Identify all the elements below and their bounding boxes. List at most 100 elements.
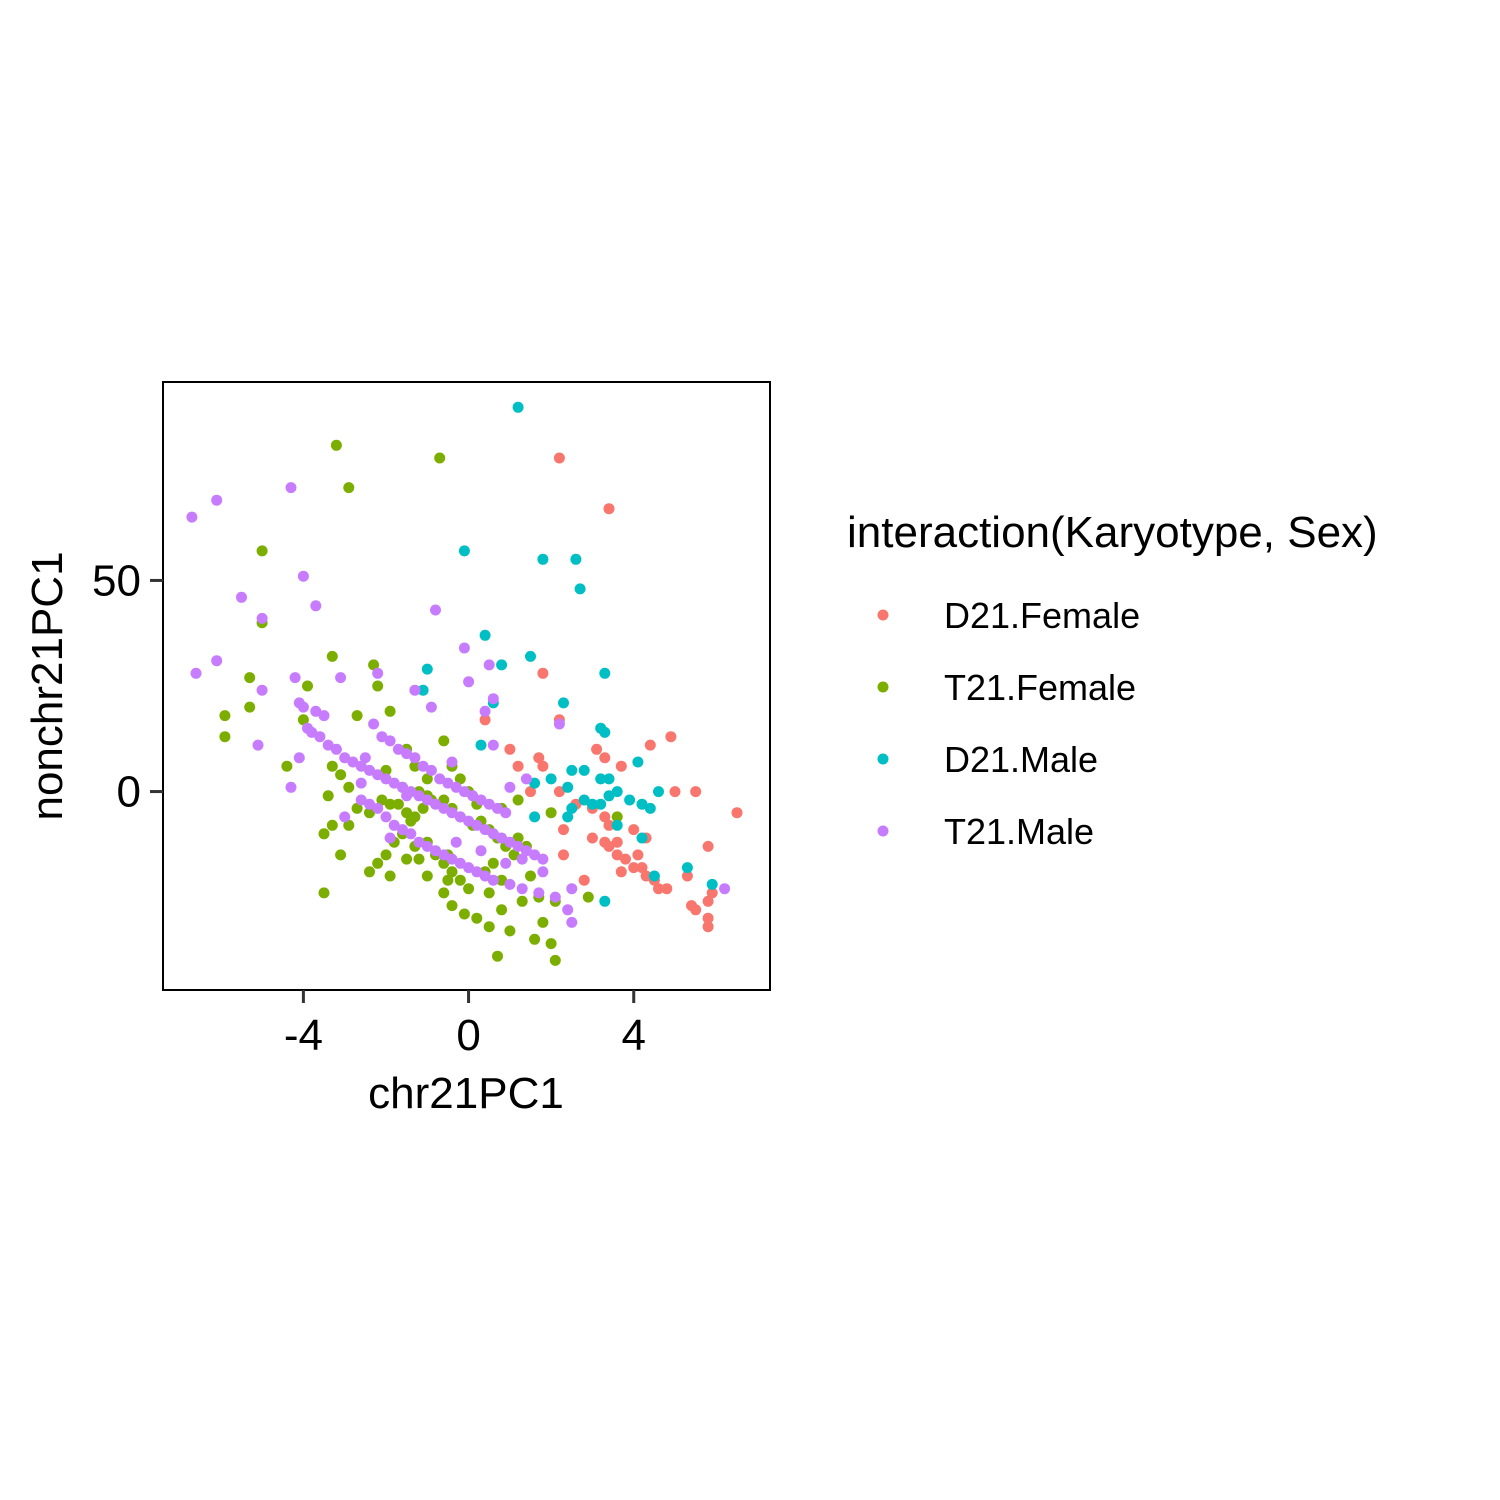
point-d21-male-35 [636, 832, 648, 844]
point-t21-female-67 [483, 887, 495, 899]
point-t21-female-47 [421, 773, 433, 785]
point-t21-male-113 [719, 883, 731, 895]
point-d21-male-22 [595, 773, 607, 785]
points-layer [186, 401, 743, 966]
point-t21-male-84 [438, 849, 450, 861]
point-t21-male-90 [487, 874, 499, 886]
point-d21-male-12 [417, 684, 429, 696]
legend-label-d21-female: D21.Female [944, 595, 1140, 636]
series-d21-male [417, 401, 718, 907]
point-d21-male-25 [578, 794, 590, 806]
point-t21-female-75 [549, 954, 561, 966]
point-t21-male-39 [397, 781, 408, 793]
point-t21-female-5 [219, 710, 231, 722]
point-d21-female-48 [558, 849, 569, 861]
point-t21-male-53 [512, 840, 524, 852]
point-t21-male-100 [293, 752, 305, 764]
point-d21-male-33 [653, 786, 664, 798]
point-t21-male-67 [450, 781, 462, 793]
point-t21-female-29 [401, 807, 413, 819]
point-t21-male-55 [529, 849, 541, 861]
point-d21-male-28 [566, 802, 578, 814]
point-t21-female-19 [409, 760, 421, 772]
point-t21-male-95 [562, 904, 574, 916]
point-d21-female-31 [632, 849, 644, 861]
point-t21-female-11 [326, 650, 338, 662]
point-t21-male-22 [487, 739, 499, 751]
point-t21-male-21 [479, 705, 491, 717]
point-t21-male-3 [297, 570, 309, 582]
point-t21-male-86 [454, 857, 466, 869]
point-d21-male-34 [611, 819, 623, 831]
point-t21-male-48 [471, 819, 483, 831]
point-t21-female-24 [351, 802, 363, 814]
point-t21-female-69 [504, 925, 516, 937]
point-d21-male-40 [562, 811, 574, 823]
point-t21-male-52 [504, 836, 516, 848]
legend-key-d21-female [877, 609, 889, 621]
point-t21-female-3 [256, 545, 268, 557]
point-d21-female-39 [661, 883, 673, 895]
point-t21-female-74 [545, 938, 557, 950]
point-t21-male-61 [401, 748, 413, 760]
point-d21-female-42 [686, 900, 697, 912]
point-d21-female-17 [553, 786, 565, 798]
point-t21-male-24 [297, 701, 309, 713]
point-t21-male-14 [372, 667, 384, 679]
point-t21-male-18 [463, 676, 475, 688]
point-d21-female-28 [603, 840, 615, 852]
point-d21-female-1 [603, 503, 615, 515]
point-t21-male-112 [446, 756, 458, 768]
point-t21-female-58 [446, 866, 458, 878]
point-t21-male-42 [421, 794, 433, 806]
point-d21-male-8 [496, 659, 508, 671]
point-t21-male-99 [339, 811, 351, 823]
point-d21-male-17 [578, 764, 590, 776]
point-t21-male-91 [504, 878, 516, 890]
point-t21-male-74 [355, 794, 367, 806]
point-d21-female-10 [599, 752, 611, 764]
point-t21-male-20 [487, 693, 499, 705]
point-t21-male-101 [285, 781, 297, 793]
point-t21-male-80 [405, 828, 417, 840]
point-d21-male-3 [570, 553, 582, 565]
point-d21-female-23 [586, 832, 598, 844]
point-t21-male-82 [421, 840, 433, 852]
point-d21-female-16 [731, 807, 743, 819]
point-d21-female-5 [504, 743, 516, 755]
point-t21-male-51 [496, 832, 508, 844]
point-t21-female-27 [384, 798, 396, 810]
point-t21-male-58 [376, 731, 388, 743]
point-d21-male-21 [562, 781, 574, 793]
point-d21-male-26 [586, 798, 598, 810]
point-t21-male-68 [458, 786, 470, 798]
point-t21-male-72 [492, 802, 503, 814]
point-d21-female-40 [681, 870, 693, 882]
point-t21-female-93 [512, 794, 524, 806]
point-t21-male-16 [425, 701, 437, 713]
point-d21-male-0 [512, 401, 524, 413]
point-t21-female-6 [219, 731, 231, 743]
point-t21-male-54 [520, 845, 532, 857]
point-d21-male-4 [574, 583, 586, 595]
point-t21-female-9 [281, 760, 293, 772]
point-t21-female-21 [335, 769, 347, 781]
point-t21-male-76 [372, 802, 384, 814]
point-t21-female-76 [318, 887, 330, 899]
point-d21-male-39 [599, 895, 611, 907]
point-t21-female-65 [458, 908, 470, 920]
point-d21-male-10 [558, 697, 569, 709]
point-d21-female-29 [611, 849, 623, 861]
x-axis-title: chr21PC1 [368, 1069, 564, 1118]
point-t21-male-60 [392, 743, 404, 755]
point-t21-male-32 [339, 752, 351, 764]
point-d21-female-38 [653, 883, 664, 895]
point-t21-male-6 [310, 600, 322, 612]
point-d21-male-38 [706, 878, 718, 890]
point-t21-female-16 [384, 705, 396, 717]
y-tick-label: 50 [92, 556, 141, 605]
point-d21-male-19 [529, 777, 541, 789]
legend-label-t21-female: T21.Female [944, 667, 1136, 708]
point-t21-male-44 [438, 802, 450, 814]
point-t21-male-59 [384, 735, 396, 747]
